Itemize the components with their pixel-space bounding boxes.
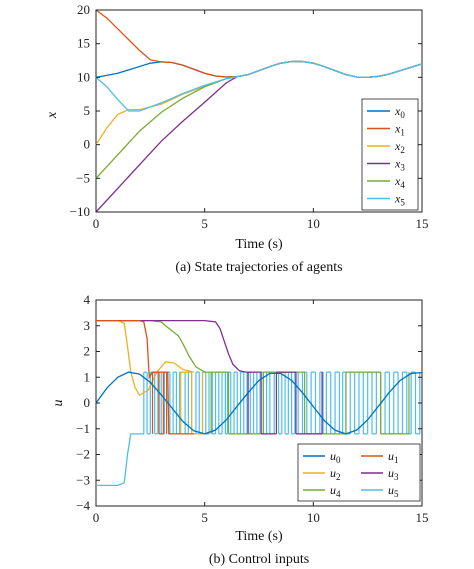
series-line-x5 [95,60,423,112]
legend-label-u5: u5 [388,483,399,499]
legend-label-u0: u0 [330,449,341,465]
y-tick-label: 1 [84,369,91,384]
x-tick-label: 5 [201,510,208,525]
y-tick-label: −4 [76,498,90,513]
y-tick-label: 20 [77,2,90,17]
legend-label-x1: x1 [394,122,405,138]
legend-label-x2: x2 [394,139,405,155]
series-line-u2 [96,319,194,397]
y-tick-label: 5 [84,103,91,118]
series-line-u1 [96,319,194,435]
y-tick-label: −5 [76,170,90,185]
y-tick-label: −10 [70,204,90,219]
legend-label-sub: 1 [400,128,405,138]
legend-label-x3: x3 [394,157,405,173]
legend-label-base: u [388,449,394,463]
legend-label-u1: u1 [388,449,399,465]
legend-label-sub: 4 [400,180,405,190]
chart-a-caption: (a) State trajectories of agents [175,260,342,275]
legend-box [361,98,419,211]
legend-label-sub: 0 [336,455,341,465]
legend-label-base: x [394,104,401,118]
x-tick-label: 0 [93,216,100,231]
legend-label-x0: x0 [394,104,405,120]
chart-b-xlabel: Time (s) [235,529,283,544]
legend-label-base: u [388,466,394,480]
y-tick-label: 10 [77,69,90,84]
legend-label-base: x [394,174,401,188]
chart-b-caption: (b) Control inputs [209,552,309,567]
y-tick-label: 2 [84,344,91,359]
chart-a-ylabel: x [45,111,60,119]
legend-label-sub: 1 [394,455,399,465]
chart-a-xlabel: Time (s) [235,237,283,252]
legend-label-u4: u4 [330,483,341,499]
legend-label-base: u [330,449,336,463]
legend-label-sub: 4 [336,489,341,499]
legend-label-u2: u2 [330,466,341,482]
legend-label-base: x [394,122,401,136]
legend-label-x4: x4 [394,174,405,190]
chart-a-series [95,9,423,213]
legend-label-sub: 5 [394,489,399,499]
legend-label-base: x [394,157,401,171]
legend-label-sub: 3 [400,163,405,173]
y-tick-label: 4 [84,292,91,307]
series-line-u5 [96,433,144,487]
y-tick-label: −3 [76,472,90,487]
series-switching-u3 [247,371,323,435]
y-tick-label: 0 [84,395,91,410]
y-tick-label: 15 [77,36,90,51]
y-tick-label: 3 [84,318,91,333]
x-tick-label: 15 [416,216,429,231]
legend-label-sub: 2 [400,145,405,155]
legend-label-sub: 0 [400,110,405,120]
legend-label-sub: 5 [400,198,405,208]
chart-b-ylabel: u [51,400,66,407]
y-tick-label: −1 [76,421,90,436]
x-tick-label: 0 [93,510,100,525]
legend-label-base: u [330,466,336,480]
x-tick-label: 5 [201,216,208,231]
series-line-u0 [95,371,423,435]
legend-label-x5: x5 [394,192,405,208]
legend-label-sub: 3 [394,472,399,482]
legend-label-base: u [330,483,336,497]
x-tick-label: 15 [416,510,429,525]
x-tick-label: 10 [307,216,320,231]
chart-b-series [95,319,423,487]
legend-label-base: x [394,139,401,153]
y-tick-label: −2 [76,447,90,462]
y-tick-label: 0 [84,137,91,152]
legend-label-u3: u3 [388,466,399,482]
legend-label-sub: 2 [336,472,341,482]
x-tick-label: 10 [307,510,320,525]
series-line-u3 [96,319,253,373]
legend-label-base: x [394,192,401,206]
legend-label-base: u [388,483,394,497]
series-switching-u2 [180,371,204,435]
